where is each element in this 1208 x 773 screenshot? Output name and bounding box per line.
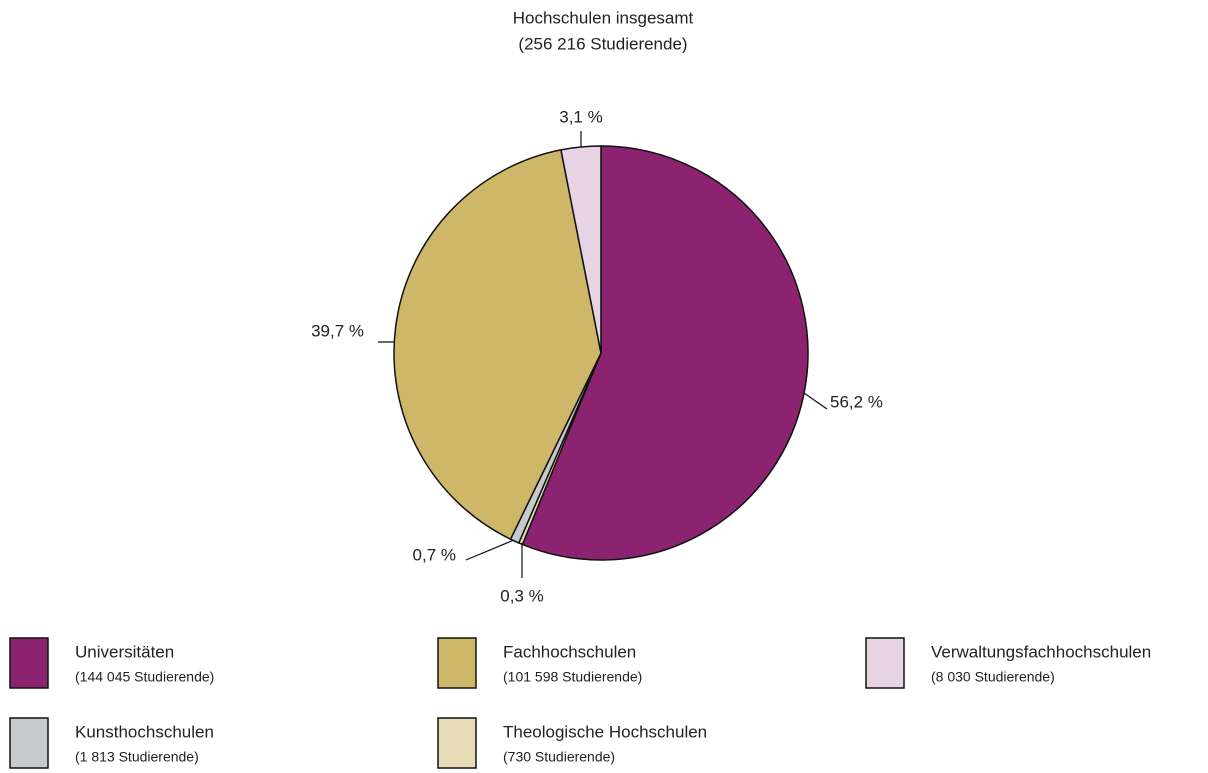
legend-label: Theologische Hochschulen [503,722,707,741]
legend-note: (730 Studierende) [503,749,615,765]
legend-note: (101 598 Studierende) [503,669,642,685]
leader-line [803,392,828,410]
legend-note: (8 030 Studierende) [931,669,1055,685]
pie-slice [393,149,602,541]
legend-note: (1 813 Studierende) [75,749,199,765]
legend-label: Kunsthochschulen [75,722,214,741]
value-label: 39,7 % [311,321,364,340]
legend-swatch [437,637,477,689]
value-label: 0,3 % [500,586,543,605]
legend-swatch [9,637,49,689]
leader-line [465,539,515,561]
legend-swatch [9,717,49,769]
legend-swatch [437,717,477,769]
legend-label: Fachhochschulen [503,642,636,661]
legend-label: Verwaltungsfachhochschulen [931,642,1151,661]
chart-subtitle: (256 216 Studierende) [518,34,687,53]
value-label: 0,7 % [413,545,456,564]
legend-label: Universitäten [75,642,174,661]
value-label: 3,1 % [559,107,602,126]
chart-title: Hochschulen insgesamt [513,8,694,27]
legend-note: (144 045 Studierende) [75,669,214,685]
value-label: 56,2 % [830,392,883,411]
legend-swatch [865,637,905,689]
